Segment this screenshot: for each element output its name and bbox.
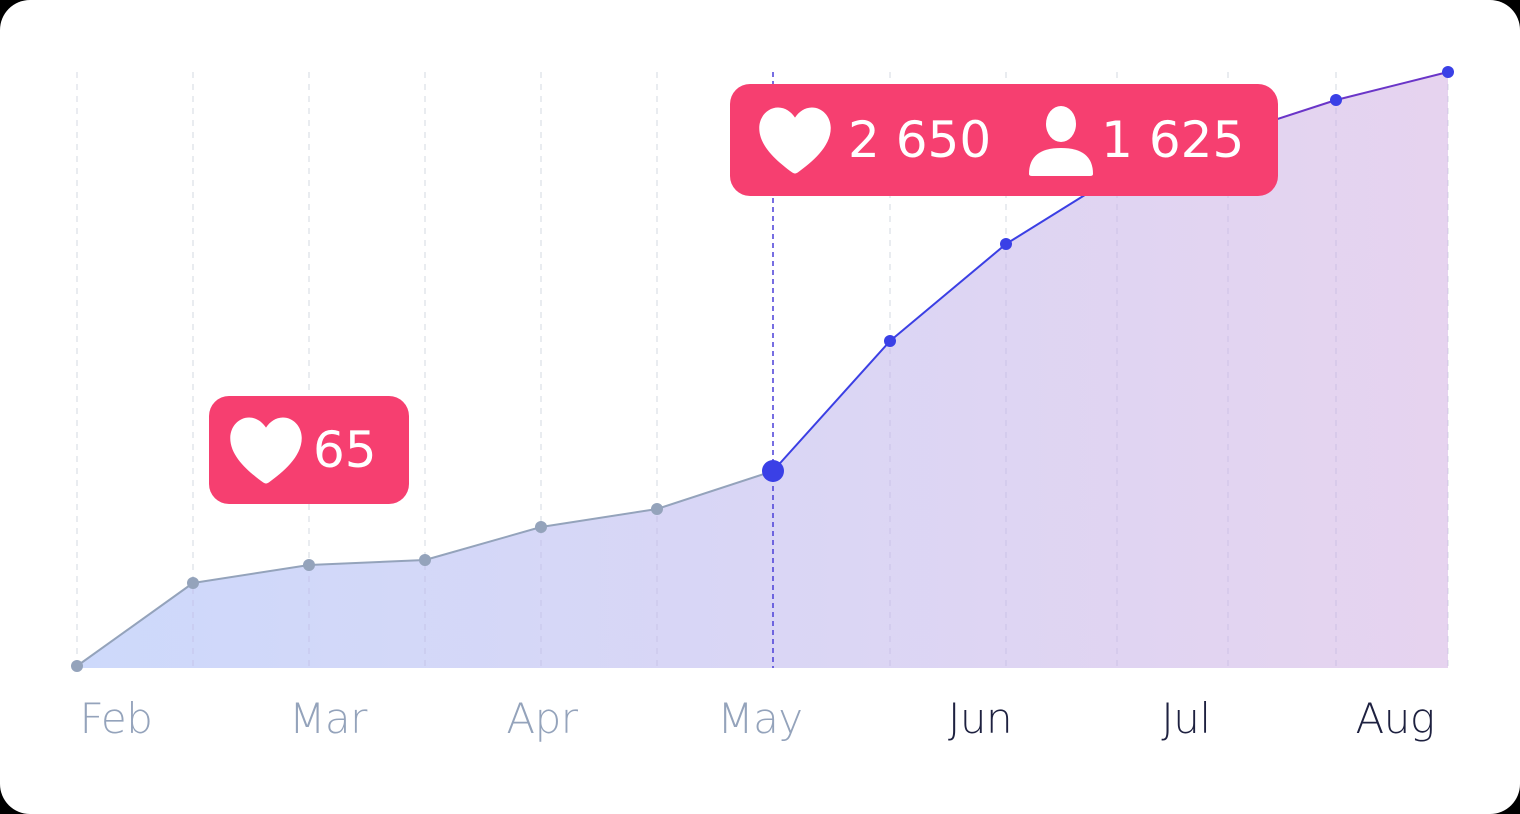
x-axis-label-jun: Jun [947,694,1013,743]
tooltip-likes-small: 65 [209,396,409,504]
highlighted-data-point[interactable] [762,460,784,482]
x-axis-label-may: May [717,694,803,743]
data-point[interactable] [303,559,315,571]
data-point[interactable] [1000,238,1012,250]
data-point[interactable] [1442,66,1454,78]
x-axis-label-mar: Mar [289,694,367,743]
data-point[interactable] [71,660,83,672]
data-point[interactable] [535,521,547,533]
x-axis-label-jul: Jul [1161,694,1211,743]
x-axis-label-aug: Aug [1355,694,1435,743]
heart-icon [230,417,302,484]
data-point[interactable] [1330,94,1342,106]
user-icon [1029,106,1094,176]
data-point[interactable] [884,335,896,347]
data-point[interactable] [651,503,663,515]
area-fill [77,72,1448,668]
heart-icon [759,107,831,174]
x-axis-label-apr: Apr [506,694,578,743]
likes-count-small: 65 [313,421,377,479]
data-point[interactable] [419,554,431,566]
data-points [71,66,1454,672]
likes-count: 2 650 [848,111,992,169]
data-point[interactable] [187,577,199,589]
tooltip-likes-followers: 2 650 1 625 [730,84,1278,196]
x-axis-label-feb: Feb [79,694,153,743]
followers-count: 1 625 [1101,111,1245,169]
